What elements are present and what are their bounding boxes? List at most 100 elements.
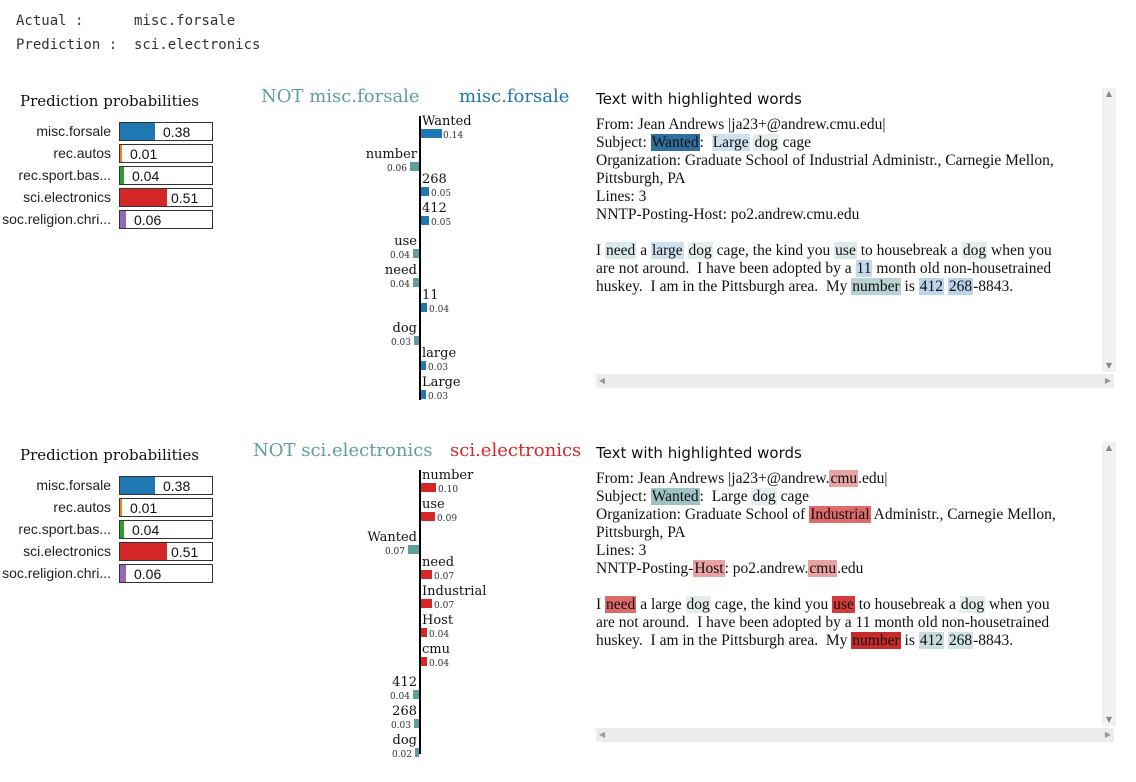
header: Actual : misc.forsale Prediction : sci.ele… [16,9,260,57]
text-highlight-area[interactable]: Text with highlighted words From: Jean An… [590,442,1126,742]
highlighted-word: dog [687,242,713,259]
highlighted-word: Large [711,134,750,151]
highlighted-text: From: Jean Andrews |ja23+@andrew.cmu.edu… [596,116,1096,296]
prob-row: misc.forsale 0.38 [0,122,215,142]
text-segment: cage, the kind you [712,242,835,259]
highlighted-word: Industrial [809,506,871,523]
prob-label: soc.religion.chri... [2,211,111,227]
scroll-right-arrow-icon[interactable]: ▶ [1104,376,1112,385]
text-line: are not around. I have been adopted by a… [596,260,1096,278]
scroll-up-arrow-icon[interactable]: ▲ [1105,443,1113,452]
text-segment: are not around. I have been adopted by a… [596,614,1050,631]
text-segment: cage [778,134,811,151]
prob-row: misc.forsale 0.38 [0,476,215,496]
text-segment: a [636,242,651,259]
prob-label: soc.religion.chri... [2,565,111,581]
prob-value: 0.01 [130,146,158,162]
feature-bar [413,249,419,258]
feature-bar [421,303,427,312]
feature-bar [415,748,419,757]
scroll-left-arrow-icon[interactable]: ◀ [598,730,606,739]
prob-row: rec.sport.bas... 0.04 [0,520,215,540]
prob-value: 0.01 [130,500,158,516]
text-line: I need a large dog cage, the kind you us… [596,596,1096,614]
prob-bar: 0.04 [119,166,213,185]
highlighted-word: dog [685,596,711,613]
feature-bar [421,628,427,637]
feature-value: 0.04 [389,280,410,290]
highlighted-word: dog [751,488,777,505]
text-segment: month old non-housetrained [872,260,1052,277]
feature-chart: NOT sci.electronics sci.electronics number… [240,440,581,762]
text-line [596,224,1096,242]
text-line [596,578,1096,596]
prob-bar: 0.06 [119,210,213,229]
highlighted-word: large [650,242,684,259]
feature-label: large [422,346,457,361]
prob-row: rec.sport.bas... 0.04 [0,166,215,186]
prob-row: rec.autos 0.01 [0,498,215,518]
text-segment: cage, the kind you [710,596,833,613]
feature-label: need [422,555,455,570]
highlighted-word: use [834,242,857,259]
text-title: Text with highlighted words [596,90,802,108]
vertical-scrollbar[interactable]: ▲ ▼ [1102,88,1116,372]
feature-value: 0.04 [429,305,450,315]
feature-label: dog [392,733,417,748]
horizontal-scrollbar[interactable]: ◀ ▶ [596,374,1114,388]
feature-label: 412 [392,675,417,690]
text-segment: I [596,596,606,613]
feature-bar [413,690,419,699]
scroll-down-arrow-icon[interactable]: ▼ [1105,715,1113,724]
prob-row: soc.religion.chri... 0.06 [0,210,215,230]
chart-title-negative: NOT misc.forsale [261,86,420,107]
chart-title-negative: NOT sci.electronics [253,440,433,461]
feature-value: 0.04 [389,692,410,702]
prob-value: 0.51 [171,544,199,560]
highlighted-word: 412 [918,278,944,295]
prob-bar: 0.01 [119,498,213,517]
feature-value: 0.10 [438,485,459,495]
scroll-left-arrow-icon[interactable]: ◀ [598,376,606,385]
horizontal-scrollbar[interactable]: ◀ ▶ [596,728,1114,742]
prob-row: sci.electronics 0.51 [0,188,215,208]
text-segment: NNTP-Posting- [596,560,694,577]
prob-value: 0.04 [132,168,160,184]
text-segment: : po2.andrew. [724,560,809,577]
text-highlight-area[interactable]: Text with highlighted words From: Jean An… [590,88,1126,388]
text-line: Pittsburgh, PA [596,524,1096,542]
feature-value: 0.05 [431,189,452,199]
highlighted-word: 412 [918,632,944,649]
actual-value: misc.forsale [134,13,236,29]
text-segment: From: Jean Andrews |ja23+@andrew. [596,470,830,487]
scroll-right-arrow-icon[interactable]: ▶ [1104,730,1112,739]
prob-title: Prediction probabilities [20,92,199,110]
text-segment [684,242,688,259]
feature-label: 11 [422,288,439,303]
feature-label: cmu [422,642,450,657]
prob-value: 0.04 [132,522,160,538]
text-segment: when you [987,242,1052,259]
feature-value: 0.03 [390,721,411,731]
feature-chart: NOT misc.forsale misc.forsale Wanted 0.14 nu… [240,86,580,408]
text-line: Lines: 3 [596,542,1096,560]
prob-value: 0.06 [134,566,162,582]
text-segment: I [596,242,606,259]
feature-label: use [394,234,417,249]
text-segment: NNTP-Posting-Host: po2.andrew.cmu.edu [596,206,860,223]
vertical-scrollbar[interactable]: ▲ ▼ [1102,442,1116,726]
feature-value: 0.06 [386,164,407,174]
prob-bar: 0.51 [119,542,213,561]
prob-bar: 0.01 [119,144,213,163]
prob-value: 0.06 [134,212,162,228]
feature-label: 412 [422,201,447,216]
feature-bar [421,599,432,608]
highlighted-word: dog [753,134,779,151]
feature-value: 0.02 [391,750,412,760]
scroll-down-arrow-icon[interactable]: ▼ [1105,361,1113,370]
scroll-up-arrow-icon[interactable]: ▲ [1105,89,1113,98]
feature-value: 0.14 [443,131,464,141]
actual-key: Actual : [16,13,84,29]
text-line: Subject: Wanted: Large dog cage [596,134,1096,152]
feature-bar [421,390,426,399]
